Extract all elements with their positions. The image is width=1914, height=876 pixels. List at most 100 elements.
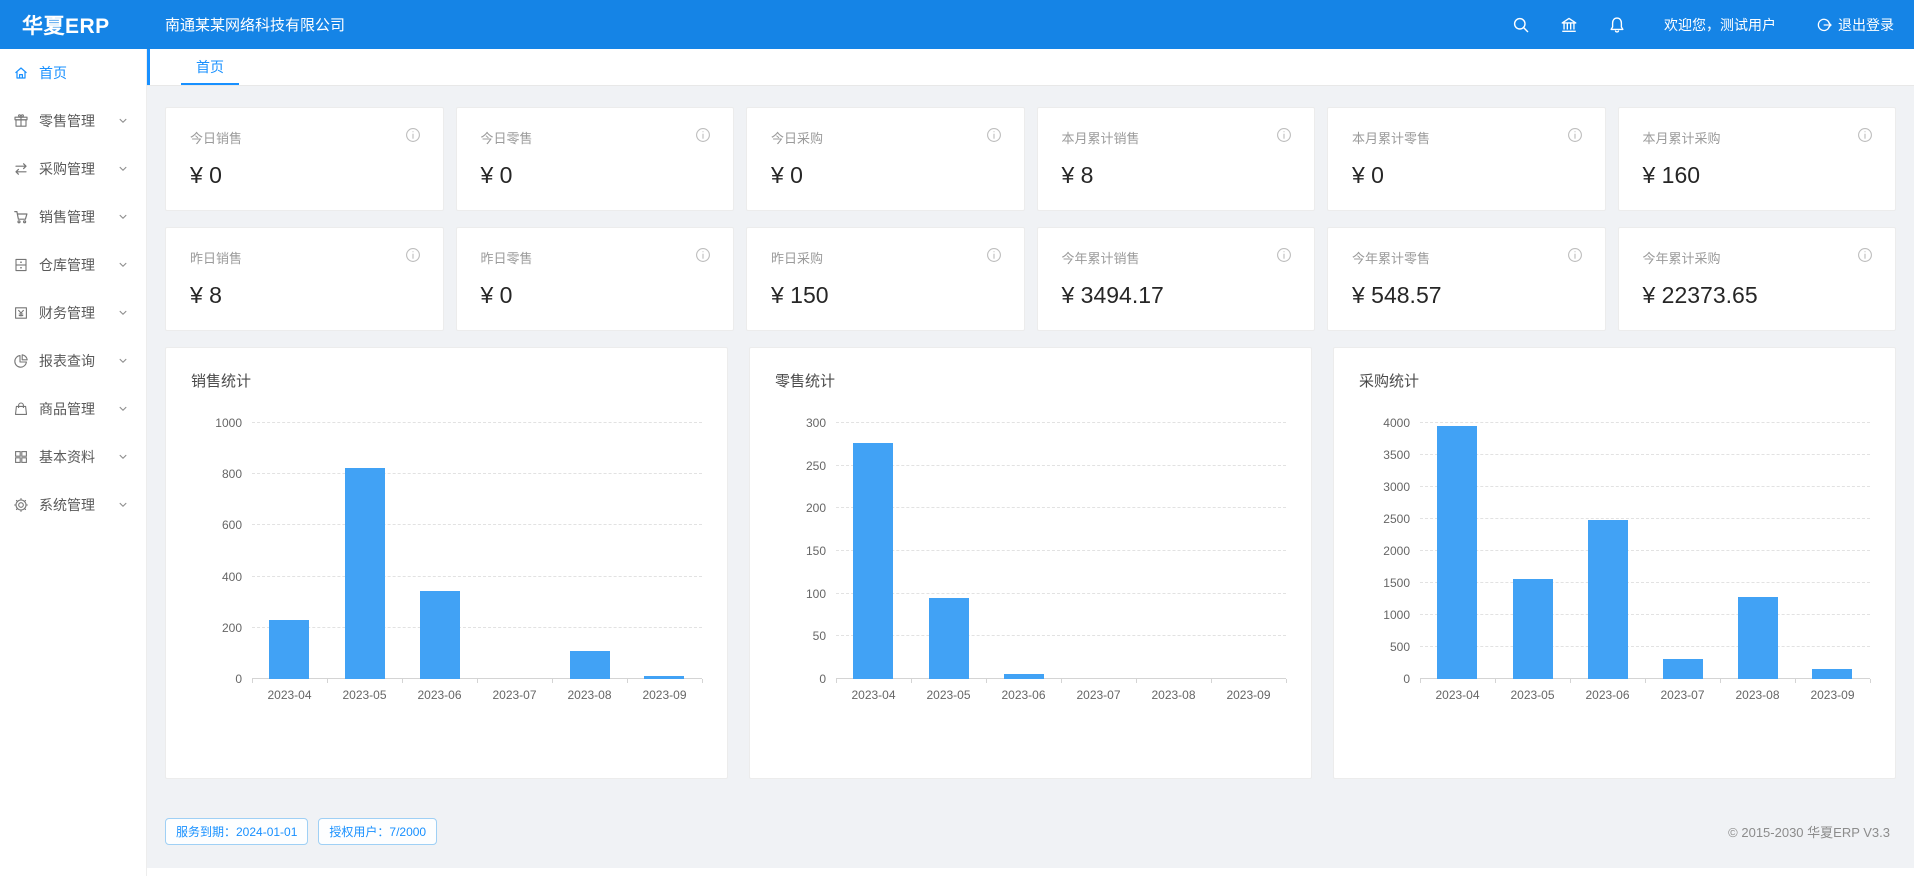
stat-card: 昨日销售 ¥ 8: [165, 227, 444, 331]
x-axis-tick: [1211, 679, 1212, 683]
sidebar-item-4[interactable]: 仓库管理: [0, 241, 146, 289]
sidebar-item-2[interactable]: 采购管理: [0, 145, 146, 193]
x-axis-tick: [252, 679, 253, 683]
stat-card-label: 昨日采购: [771, 251, 824, 266]
x-tick-label: 2023-05: [342, 688, 387, 702]
stat-card-label: 本月累计零售: [1352, 131, 1431, 146]
stat-card-value: ¥ 8: [1061, 162, 1094, 188]
info-icon[interactable]: [1276, 247, 1292, 263]
bar-2023-09: [644, 676, 685, 679]
sidebar-item-7[interactable]: 商品管理: [0, 385, 146, 433]
sidebar-item-label: 采购管理: [39, 161, 95, 177]
x-axis-tick: [910, 679, 912, 683]
logout-button[interactable]: 退出登录: [1816, 15, 1894, 35]
x-axis-tick: [1870, 679, 1871, 683]
info-icon[interactable]: [405, 247, 421, 263]
stat-card: 本月累计采购 ¥ 160: [1617, 107, 1896, 211]
chart-card-2: 零售统计 0 50 100 150 200 250 300 2023-04 2023-05 2023…: [749, 347, 1312, 779]
gridline: [836, 635, 1286, 637]
stat-card-label: 今年累计采购: [1642, 251, 1721, 266]
sidebar-item-6[interactable]: 报表查询: [0, 337, 146, 385]
stat-card-value: ¥ 160: [1642, 162, 1701, 188]
info-icon[interactable]: [1276, 127, 1292, 143]
info-icon[interactable]: [405, 127, 421, 143]
info-icon[interactable]: [1857, 247, 1873, 263]
bar-2023-04: [269, 620, 310, 679]
pie-chart-icon: [13, 353, 29, 369]
bar-2023-05: [928, 597, 969, 679]
gear-icon: [13, 497, 29, 513]
stat-card: 本月累计销售 ¥ 8: [1036, 107, 1315, 211]
app-logo[interactable]: 华夏ERP: [0, 10, 147, 40]
sidebar-item-1[interactable]: 零售管理: [0, 97, 146, 145]
sidebar-item-label: 商品管理: [39, 401, 95, 417]
x-tick-label: 2023-08: [1151, 688, 1196, 702]
home-icon: [13, 65, 29, 81]
stat-card-value: ¥ 8: [190, 282, 222, 308]
x-tick-label: 2023-04: [1435, 688, 1480, 702]
stat-card-value: ¥ 0: [771, 162, 803, 188]
bar-2023-08: [1737, 597, 1778, 679]
x-axis-tick: [1795, 679, 1796, 683]
bar-2023-04: [853, 442, 894, 679]
stat-card-value: ¥ 0: [480, 282, 513, 308]
y-tick-label: 500: [1389, 640, 1410, 654]
bar-2023-06: [419, 590, 460, 679]
x-axis-tick: [836, 679, 837, 683]
info-icon[interactable]: [1567, 127, 1583, 143]
stat-card-label: 昨日零售: [480, 251, 533, 266]
sidebar-item-9[interactable]: 系统管理: [0, 481, 146, 529]
bank-icon[interactable]: [1560, 16, 1578, 34]
stat-card-value: ¥ 548.57: [1352, 282, 1442, 308]
x-tick-label: 2023-07: [1660, 688, 1705, 702]
info-icon[interactable]: [986, 247, 1002, 263]
x-axis-tick: [1286, 679, 1287, 683]
bell-icon[interactable]: [1608, 16, 1626, 34]
tab-bar: 首页: [147, 49, 1914, 86]
chart-plot: 0 50 100 150 200 250 300 2023-04 2023-05 2023-06 2…: [806, 416, 1287, 702]
sidebar-item-3[interactable]: 销售管理: [0, 193, 146, 241]
x-axis-line: [836, 678, 1286, 679]
x-tick-label: 2023-09: [642, 688, 687, 702]
stat-card-label: 今日零售: [480, 131, 533, 146]
x-tick-label: 2023-08: [567, 688, 612, 702]
sidebar-item-label: 财务管理: [39, 305, 95, 321]
bar-2023-06: [1003, 673, 1044, 679]
y-tick-label: 0: [819, 672, 826, 686]
info-icon[interactable]: [986, 127, 1002, 143]
header: 华夏ERP 南通某某网络科技有限公司 欢迎您，测试用户 退出登录: [0, 0, 1914, 49]
gridline: [1420, 454, 1870, 455]
info-icon[interactable]: [1857, 127, 1873, 143]
gridline: [1420, 646, 1870, 647]
app-logo-bold: 华夏: [22, 14, 65, 38]
info-icon[interactable]: [1567, 247, 1583, 263]
x-tick-label: 2023-04: [851, 688, 896, 702]
y-tick-label: 0: [235, 672, 242, 686]
x-tick-label: 2023-06: [1001, 688, 1046, 702]
gridline: [1420, 518, 1870, 519]
footer-badge-2: 授权用户：7/2000: [318, 818, 438, 845]
gridline: [1420, 614, 1870, 615]
y-tick-label: 3500: [1383, 448, 1410, 462]
chevron-down-icon: [118, 116, 128, 126]
y-tick-label: 1500: [1383, 576, 1410, 590]
bar-2023-05: [344, 467, 385, 679]
stat-card: 今日采购 ¥ 0: [746, 107, 1025, 211]
sidebar-item-5[interactable]: 财务管理: [0, 289, 146, 337]
gridline: [1420, 550, 1870, 551]
search-icon[interactable]: [1512, 16, 1530, 34]
swap-icon: [13, 161, 29, 177]
info-icon[interactable]: [695, 127, 711, 143]
stat-card-value: ¥ 3494.17: [1061, 282, 1164, 308]
y-tick-label: 2500: [1383, 512, 1410, 526]
sidebar-menu: 首页 零售管理采购管理销售管理 仓库管理财务管理报表查询商品管理基本资料系统管理: [0, 49, 146, 529]
sidebar-item-home[interactable]: 首页: [0, 49, 146, 97]
x-axis-tick: [1061, 679, 1062, 683]
sidebar-item-label: 系统管理: [39, 497, 95, 513]
stat-card: 今年累计零售 ¥ 548.57: [1327, 227, 1606, 331]
bar-2023-08: [569, 650, 610, 679]
tab-home[interactable]: 首页: [181, 49, 239, 85]
info-icon[interactable]: [695, 247, 711, 263]
sidebar-item-8[interactable]: 基本资料: [0, 433, 146, 481]
